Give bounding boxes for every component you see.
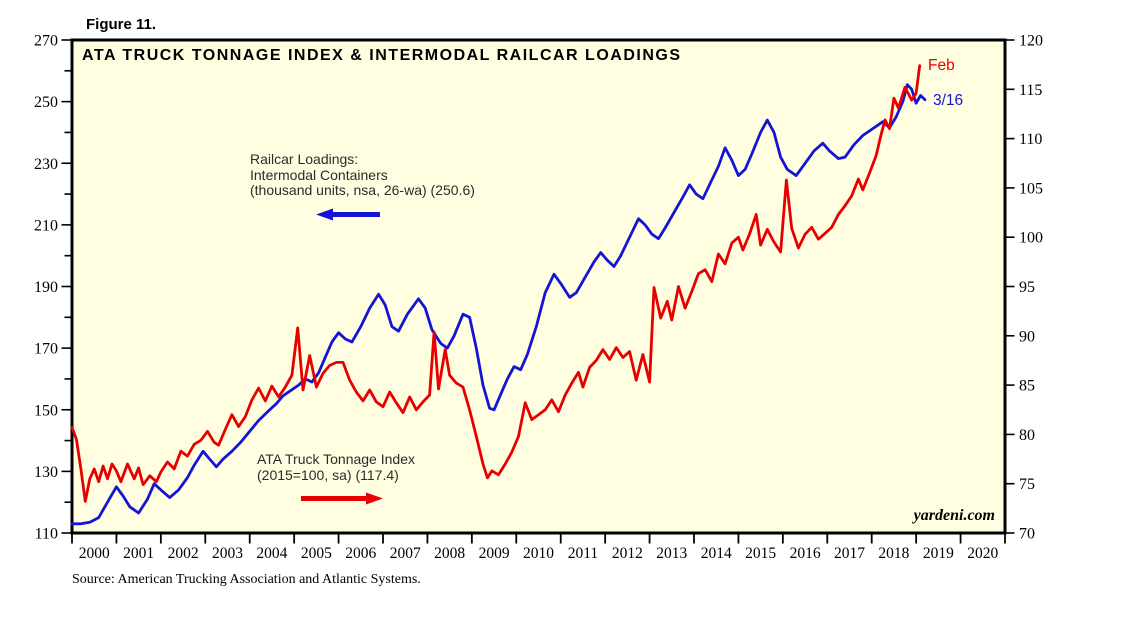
x-axis-label: 2007 bbox=[390, 545, 421, 562]
railcar-arrow-row bbox=[316, 208, 475, 225]
left-axis-label: 190 bbox=[34, 279, 58, 296]
right-axis-label: 100 bbox=[1019, 230, 1043, 247]
x-axis: 2000 2001 2002 2003 2004 2005 2006 2007 2008 2009… bbox=[71, 534, 1006, 562]
figure-label: Figure 11. bbox=[86, 16, 157, 33]
railcar-annotation-line3: (thousand units, nsa, 26-wa) (250.6) bbox=[250, 182, 475, 198]
left-axis-label: 270 bbox=[34, 33, 58, 50]
left-axis-label: 250 bbox=[34, 94, 58, 111]
truck-series-annotation: ATA Truck Tonnage Index (2015=100, sa) (… bbox=[257, 451, 415, 509]
x-axis-label: 2000 bbox=[79, 545, 110, 562]
truck-annotation-line1: ATA Truck Tonnage Index bbox=[257, 451, 415, 467]
railcar-annotation-line2: Intermodal Containers bbox=[250, 166, 388, 183]
left-axis-label: 230 bbox=[34, 156, 58, 173]
left-axis-label: 170 bbox=[34, 341, 58, 358]
x-axis-label: 2005 bbox=[301, 545, 332, 562]
x-axis-label: 2006 bbox=[345, 545, 376, 562]
truck-arrow-row bbox=[301, 492, 415, 509]
truck-latest-label: Feb bbox=[928, 57, 955, 74]
railcar-series-annotation: Railcar Loadings: Intermodal Containers … bbox=[250, 151, 475, 225]
right-axis-label: 70 bbox=[1019, 526, 1035, 543]
left-axis: 270 250 230 210 190 170 150 130 110 bbox=[34, 33, 71, 543]
x-axis-label: 2012 bbox=[612, 545, 643, 562]
right-axis: 120 115 110 105 100 95 90 85 80 75 70 bbox=[1006, 33, 1043, 543]
x-axis-label: 2001 bbox=[123, 545, 154, 562]
left-axis-label: 110 bbox=[35, 526, 58, 543]
x-axis-label: 2002 bbox=[168, 545, 199, 562]
truck-annotation-line2: (2015=100, sa) (117.4) bbox=[257, 466, 399, 483]
left-axis-label: 210 bbox=[34, 217, 58, 234]
x-axis-label: 2018 bbox=[878, 545, 909, 562]
x-axis-label: 2013 bbox=[656, 545, 687, 562]
plot-frame bbox=[70, 38, 1007, 535]
right-axis-label: 80 bbox=[1019, 427, 1035, 444]
left-arrow-icon bbox=[316, 208, 380, 220]
x-axis-label: 2003 bbox=[212, 545, 243, 562]
truck-line bbox=[70, 64, 922, 503]
x-axis-label: 2014 bbox=[701, 545, 732, 562]
x-axis-label: 2010 bbox=[523, 545, 554, 562]
x-axis-label: 2009 bbox=[479, 545, 510, 562]
right-axis-label: 95 bbox=[1019, 279, 1035, 296]
right-axis-label: 90 bbox=[1019, 328, 1035, 345]
x-axis-label: 2016 bbox=[790, 545, 821, 562]
x-axis-label: 2017 bbox=[834, 545, 865, 562]
right-axis-label: 115 bbox=[1019, 82, 1042, 99]
railcar-annotation-line1: Railcar Loadings: bbox=[250, 151, 359, 167]
railcar-latest-label: 3/16 bbox=[933, 92, 964, 109]
x-axis-label: 2004 bbox=[256, 545, 287, 562]
x-axis-label: 2019 bbox=[923, 545, 954, 562]
left-axis-label: 130 bbox=[34, 464, 58, 481]
right-axis-label: 120 bbox=[1019, 33, 1043, 50]
right-axis-label: 75 bbox=[1019, 476, 1035, 493]
x-axis-label: 2011 bbox=[568, 545, 598, 562]
right-arrow-icon bbox=[301, 492, 383, 505]
right-axis-label: 85 bbox=[1019, 378, 1035, 395]
series-lines bbox=[70, 64, 927, 526]
railcar-line bbox=[70, 83, 927, 526]
chart-title: ATA TRUCK TONNAGE INDEX & INTERMODAL RAI… bbox=[82, 47, 682, 64]
right-axis-label: 110 bbox=[1019, 131, 1042, 148]
x-axis-label: 2015 bbox=[745, 545, 776, 562]
right-axis-label: 105 bbox=[1019, 180, 1043, 197]
left-axis-label: 150 bbox=[34, 402, 58, 419]
watermark: yardeni.com bbox=[913, 507, 995, 524]
x-axis-label: 2008 bbox=[434, 545, 465, 562]
source-note: Source: American Trucking Association an… bbox=[72, 572, 421, 587]
x-axis-label: 2020 bbox=[967, 545, 998, 562]
